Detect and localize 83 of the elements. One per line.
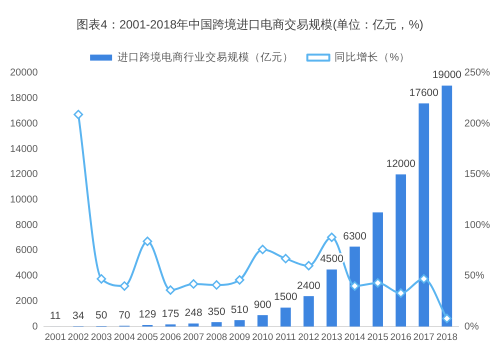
y-tick-label: 2000 [16, 296, 38, 307]
point [442, 314, 452, 324]
y-tick-label: 6000 [16, 245, 38, 256]
data-label: 1500 [274, 291, 298, 304]
x-tick-label: 2017 [413, 332, 434, 343]
data-label: 129 [138, 308, 156, 321]
y-tick-label: 8000 [16, 220, 38, 231]
point [396, 288, 406, 298]
data-label: 70 [118, 309, 130, 322]
y2-tick-label: 150% [464, 169, 490, 180]
y-tick-label: 20000 [10, 68, 38, 79]
chart-title: 图表4：2001-2018年中国跨境进口电商交易规模(单位：亿元，%) [76, 18, 424, 32]
point [419, 274, 429, 284]
bar [418, 103, 430, 327]
bar [326, 270, 337, 327]
point [188, 279, 198, 289]
point [280, 254, 290, 264]
bar [396, 174, 406, 327]
data-label: 175 [162, 308, 180, 320]
data-label: 12000 [386, 158, 416, 170]
bar [188, 323, 199, 327]
data-label: 510 [230, 304, 249, 316]
point [373, 278, 383, 288]
y-tick-label: 0 [32, 321, 38, 332]
bar [304, 296, 314, 327]
data-label: 17600 [409, 86, 439, 99]
bar [257, 315, 268, 327]
x-tick-label: 2011 [275, 332, 296, 343]
data-label: 6300 [343, 230, 367, 242]
x-tick-label: 2012 [298, 332, 320, 343]
point [234, 275, 244, 285]
y2-tick-label: 0% [464, 321, 479, 332]
data-label: 50 [96, 310, 108, 322]
point [96, 274, 106, 284]
y-tick-label: 4000 [16, 270, 38, 282]
x-tick-label: 2016 [390, 332, 412, 343]
x-tick-label: 2003 [90, 332, 112, 343]
y2-tick-label: 100% [464, 220, 490, 231]
point [142, 236, 152, 246]
bar [372, 212, 383, 327]
data-label: 248 [184, 307, 202, 320]
point [350, 281, 360, 291]
point [212, 280, 222, 290]
point [166, 285, 176, 295]
x-tick-label: 2009 [229, 332, 250, 343]
x-tick-label: 2001 [44, 332, 66, 343]
y2-tick-label: 50% [464, 270, 485, 282]
bar [211, 322, 222, 327]
data-label: 11 [50, 310, 61, 322]
point [326, 232, 336, 242]
bar [350, 246, 360, 327]
bar [234, 320, 245, 327]
legend-label: 同比增长（%） [334, 50, 410, 64]
x-tick-label: 2015 [367, 332, 388, 343]
y-tick-label: 14000 [10, 144, 38, 155]
y-tick-label: 12000 [10, 169, 38, 180]
data-label: 350 [208, 306, 226, 318]
data-label: 900 [254, 298, 272, 311]
x-tick-label: 2013 [321, 332, 342, 343]
x-tick-label: 2006 [160, 332, 182, 343]
x-tick-label: 2002 [68, 332, 89, 343]
x-tick-label: 2005 [136, 332, 158, 343]
x-tick-label: 2008 [206, 332, 228, 343]
bar [280, 308, 291, 327]
x-tick-label: 2010 [252, 332, 274, 343]
y-tick-label: 16000 [10, 118, 38, 130]
point [74, 110, 84, 120]
x-tick-label: 2004 [114, 332, 135, 343]
data-label: 34 [72, 310, 84, 322]
y2-tick-label: 250% [464, 68, 490, 79]
legend-label: 进口跨境电商行业交易规模（亿元） [117, 50, 294, 64]
y-tick-label: 10000 [10, 194, 38, 206]
data-label: 2400 [297, 280, 321, 292]
point [120, 281, 130, 291]
y2-tick-label: 200% [464, 118, 490, 130]
bar [442, 86, 452, 327]
x-tick-label: 2007 [182, 332, 204, 343]
x-tick-label: 2014 [344, 332, 366, 343]
point [304, 260, 314, 270]
y-tick-label: 18000 [10, 93, 38, 104]
point [258, 244, 268, 254]
data-label: 19000 [432, 69, 462, 82]
x-tick-label: 2018 [436, 332, 458, 343]
